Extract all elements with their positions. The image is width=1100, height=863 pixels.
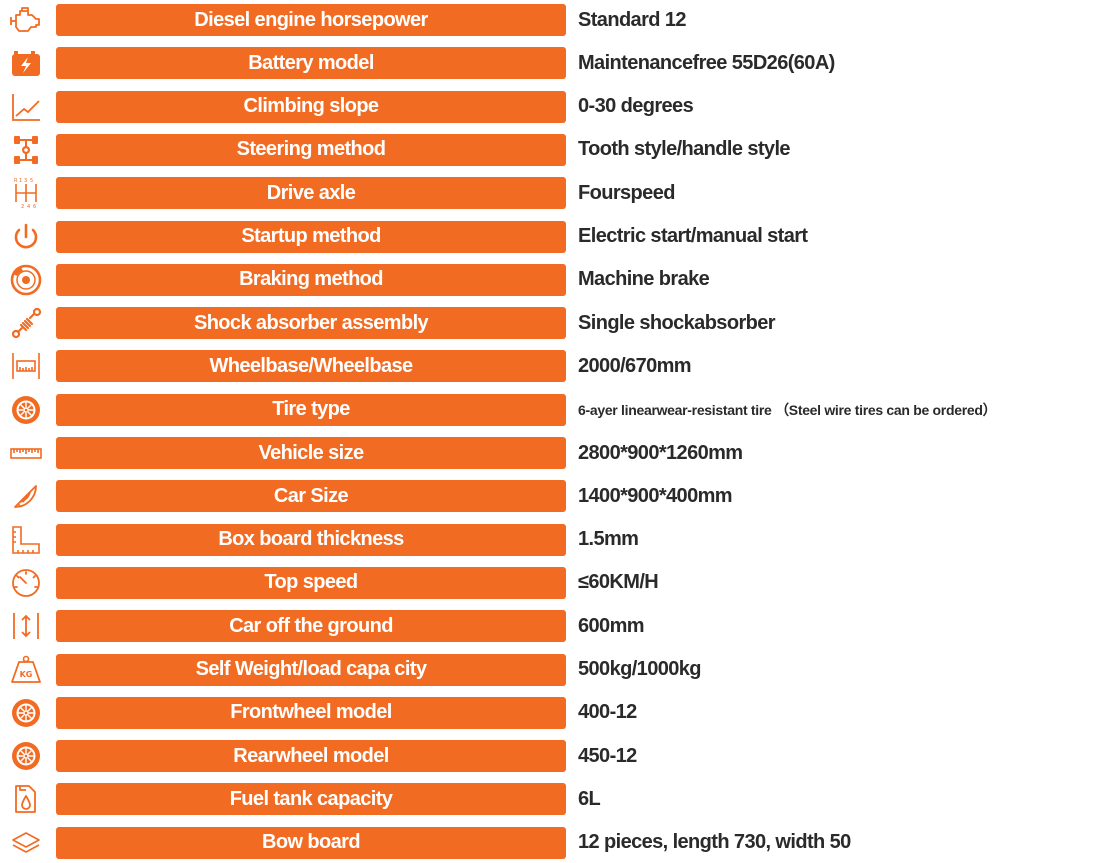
- spec-label: Shock absorber assembly: [56, 307, 566, 340]
- power-icon: [8, 220, 44, 254]
- spec-label: Battery model: [56, 47, 566, 80]
- spec-value: 450-12: [578, 744, 637, 767]
- spec-row: Top speed ≤60KM/H: [0, 563, 1100, 603]
- spec-label: Car off the ground: [56, 610, 566, 643]
- svg-text:5: 5: [30, 178, 33, 184]
- spec-row: Fuel tank capacity 6L: [0, 779, 1100, 819]
- spec-row: KG Self Weight/load capa city 500kg/1000kg: [0, 650, 1100, 690]
- spec-value: 600mm: [578, 614, 645, 637]
- spec-row: Battery model Maintenancefree 55D26(60A): [0, 43, 1100, 83]
- spec-row: Frontwheel model 400-12: [0, 693, 1100, 733]
- spec-value: 6-ayer linearwear-resistant tire （Steel …: [578, 401, 997, 418]
- tire-icon: [8, 696, 44, 730]
- spec-row: Tire type 6-ayer linearwear-resistant tir…: [0, 390, 1100, 430]
- svg-text:1: 1: [19, 178, 22, 184]
- spec-label: Startup method: [56, 220, 566, 253]
- ruler-icon: [8, 436, 44, 470]
- spec-label: Fuel tank capacity: [56, 783, 566, 816]
- spec-label: Drive axle: [56, 177, 566, 210]
- spec-row: Steering method Tooth style/handle style: [0, 130, 1100, 170]
- spec-label: Rearwheel model: [56, 740, 566, 773]
- spec-value: 2800*900*1260mm: [578, 441, 743, 464]
- weight-icon: KG: [8, 653, 44, 687]
- spec-label: Bow board: [56, 826, 566, 859]
- spec-value: 0-30 degrees: [578, 95, 694, 118]
- svg-text:4: 4: [27, 204, 30, 209]
- spec-value: Tooth style/handle style: [578, 138, 791, 161]
- spec-value: Fourspeed: [578, 181, 675, 204]
- slope-chart-icon: [8, 90, 44, 124]
- spec-row: Braking method Machine brake: [0, 260, 1100, 300]
- spec-value: Standard 12: [578, 8, 686, 31]
- wheelbase-icon: [8, 349, 44, 383]
- spec-row: Startup method Electric start/manual star…: [0, 217, 1100, 257]
- spec-label: Car Size: [56, 480, 566, 513]
- spec-label: Self Weight/load capa city: [56, 653, 566, 686]
- spec-value: Single shockabsorber: [578, 311, 776, 334]
- speedometer-icon: [8, 566, 44, 600]
- fuel-tank-icon: [8, 782, 44, 816]
- spec-row: Rearwheel model 450-12: [0, 736, 1100, 776]
- spec-value: Machine brake: [578, 268, 710, 291]
- svg-text:2: 2: [21, 204, 24, 209]
- spec-value: 500kg/1000kg: [578, 658, 702, 680]
- spec-label: Top speed: [56, 566, 566, 599]
- spec-value: 2000/670mm: [578, 354, 692, 377]
- spec-label: Frontwheel model: [56, 696, 566, 729]
- tire-icon: [8, 739, 44, 773]
- spec-value: 400-12: [578, 701, 637, 724]
- spec-label: Wheelbase/Wheelbase: [56, 350, 566, 383]
- spec-row: Shock absorber assembly Single shockabsor…: [0, 303, 1100, 343]
- battery-icon: [8, 46, 44, 80]
- spec-value: 1400*900*400mm: [578, 484, 733, 507]
- svg-text:3: 3: [24, 178, 27, 184]
- spec-value: Maintenancefree 55D26(60A): [578, 51, 835, 74]
- steering-axle-icon: [8, 133, 44, 167]
- svg-text:KG: KG: [20, 670, 33, 679]
- height-icon: [8, 609, 44, 643]
- spec-row: Diesel engine horsepower Standard 12: [0, 0, 1100, 40]
- svg-text:R: R: [14, 178, 18, 184]
- engine-icon: [8, 3, 44, 37]
- protractor-icon: [8, 479, 44, 513]
- spec-label: Climbing slope: [56, 90, 566, 123]
- brake-disc-icon: [8, 263, 44, 297]
- spec-value: Electric start/manual start: [578, 225, 808, 247]
- spec-label: Diesel engine horsepower: [56, 4, 566, 36]
- spec-label: Vehicle size: [56, 437, 566, 469]
- thickness-icon: [8, 523, 44, 557]
- spec-label: Tire type: [56, 393, 566, 426]
- spec-row: Wheelbase/Wheelbase 2000/670mm: [0, 346, 1100, 386]
- spec-label: Steering method: [56, 133, 566, 166]
- spec-label: Braking method: [56, 263, 566, 296]
- spec-label: Box board thickness: [56, 523, 566, 556]
- spec-row: Bow board 12 pieces, length 730, width 50: [0, 823, 1100, 863]
- shock-absorber-icon: [8, 306, 44, 340]
- spec-row: Car Size 1400*900*400mm: [0, 476, 1100, 516]
- spec-row: Box board thickness 1.5mm: [0, 520, 1100, 560]
- spec-row: Vehicle size 2800*900*1260mm: [0, 433, 1100, 473]
- spec-row: Climbing slope 0-30 degrees: [0, 87, 1100, 127]
- spec-value: 12 pieces, length 730, width 50: [578, 831, 851, 854]
- spec-row: Car off the ground 600mm: [0, 606, 1100, 646]
- spec-value: ≤60KM/H: [578, 571, 659, 594]
- spec-value: 1.5mm: [578, 528, 639, 551]
- svg-text:6: 6: [33, 204, 36, 209]
- spec-value: 6L: [578, 787, 601, 810]
- layers-icon: [8, 826, 44, 860]
- tire-icon: [8, 393, 44, 427]
